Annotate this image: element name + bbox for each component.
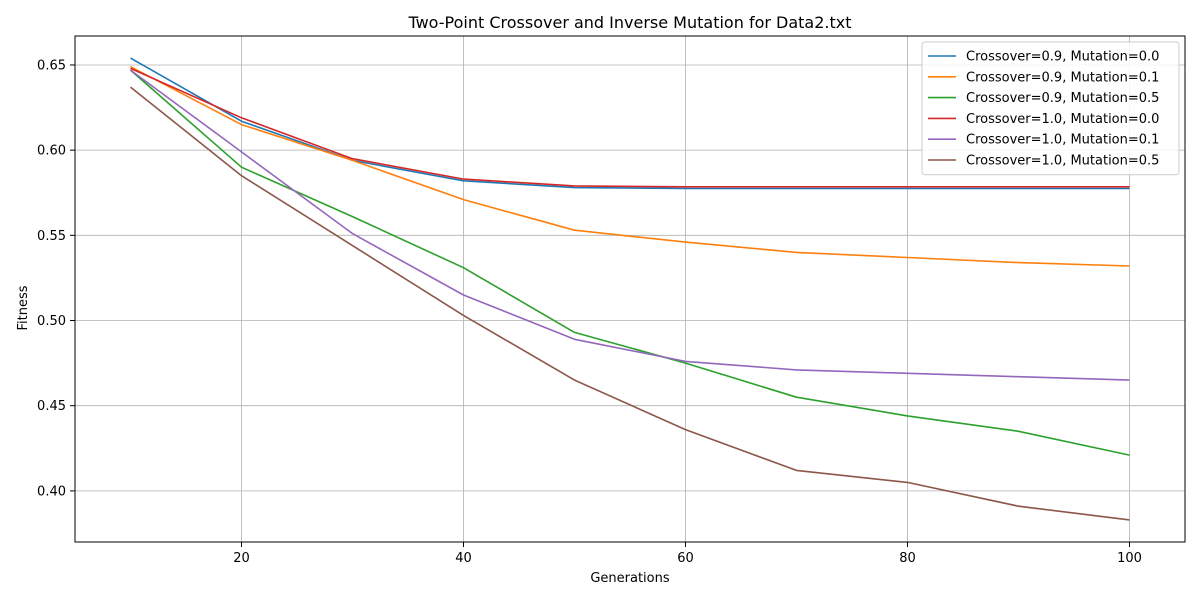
- legend-entry: Crossover=1.0, Mutation=0.1: [966, 133, 1159, 148]
- x-tick-label: 40: [455, 551, 472, 566]
- series-line-5: [130, 69, 1130, 381]
- x-tick-label: 100: [1117, 551, 1142, 566]
- legend-entry: Crossover=1.0, Mutation=0.5: [966, 154, 1159, 169]
- x-tick-label: 60: [677, 551, 694, 566]
- chart-title: Two-Point Crossover and Inverse Mutation…: [407, 13, 851, 32]
- x-axis: 20 40 60 80 100: [233, 542, 1142, 566]
- y-tick-label: 0.60: [37, 144, 66, 159]
- y-axis-label: Fitness: [16, 285, 31, 330]
- series-line-4: [130, 67, 1130, 188]
- y-tick-label: 0.55: [37, 229, 66, 244]
- series-line-2: [130, 65, 1130, 267]
- legend-entry: Crossover=0.9, Mutation=0.0: [966, 50, 1159, 65]
- series-line-6: [130, 86, 1130, 521]
- legend-box: [921, 41, 1180, 176]
- legend-entry: Crossover=0.9, Mutation=0.1: [966, 70, 1159, 85]
- y-tick-label: 0.65: [37, 58, 66, 73]
- series-line-1: [130, 57, 1130, 190]
- y-tick-label: 0.50: [37, 314, 66, 329]
- x-tick-label: 80: [899, 551, 916, 566]
- y-tick-label: 0.45: [37, 399, 66, 414]
- x-axis-label: Generations: [590, 571, 670, 586]
- plot-area: [74, 35, 1186, 543]
- x-tick-label: 20: [233, 551, 250, 566]
- y-tick-label: 0.40: [37, 484, 66, 499]
- legend-entry: Crossover=1.0, Mutation=0.0: [966, 112, 1159, 127]
- y-axis: 0.40 0.45 0.50 0.55 0.60 0.65: [37, 58, 75, 499]
- legend: Crossover=0.9, Mutation=0.0 Crossover=0.9…: [921, 41, 1180, 176]
- legend-entry: Crossover=0.9, Mutation=0.5: [966, 91, 1159, 106]
- series-lines: [129, 57, 1130, 521]
